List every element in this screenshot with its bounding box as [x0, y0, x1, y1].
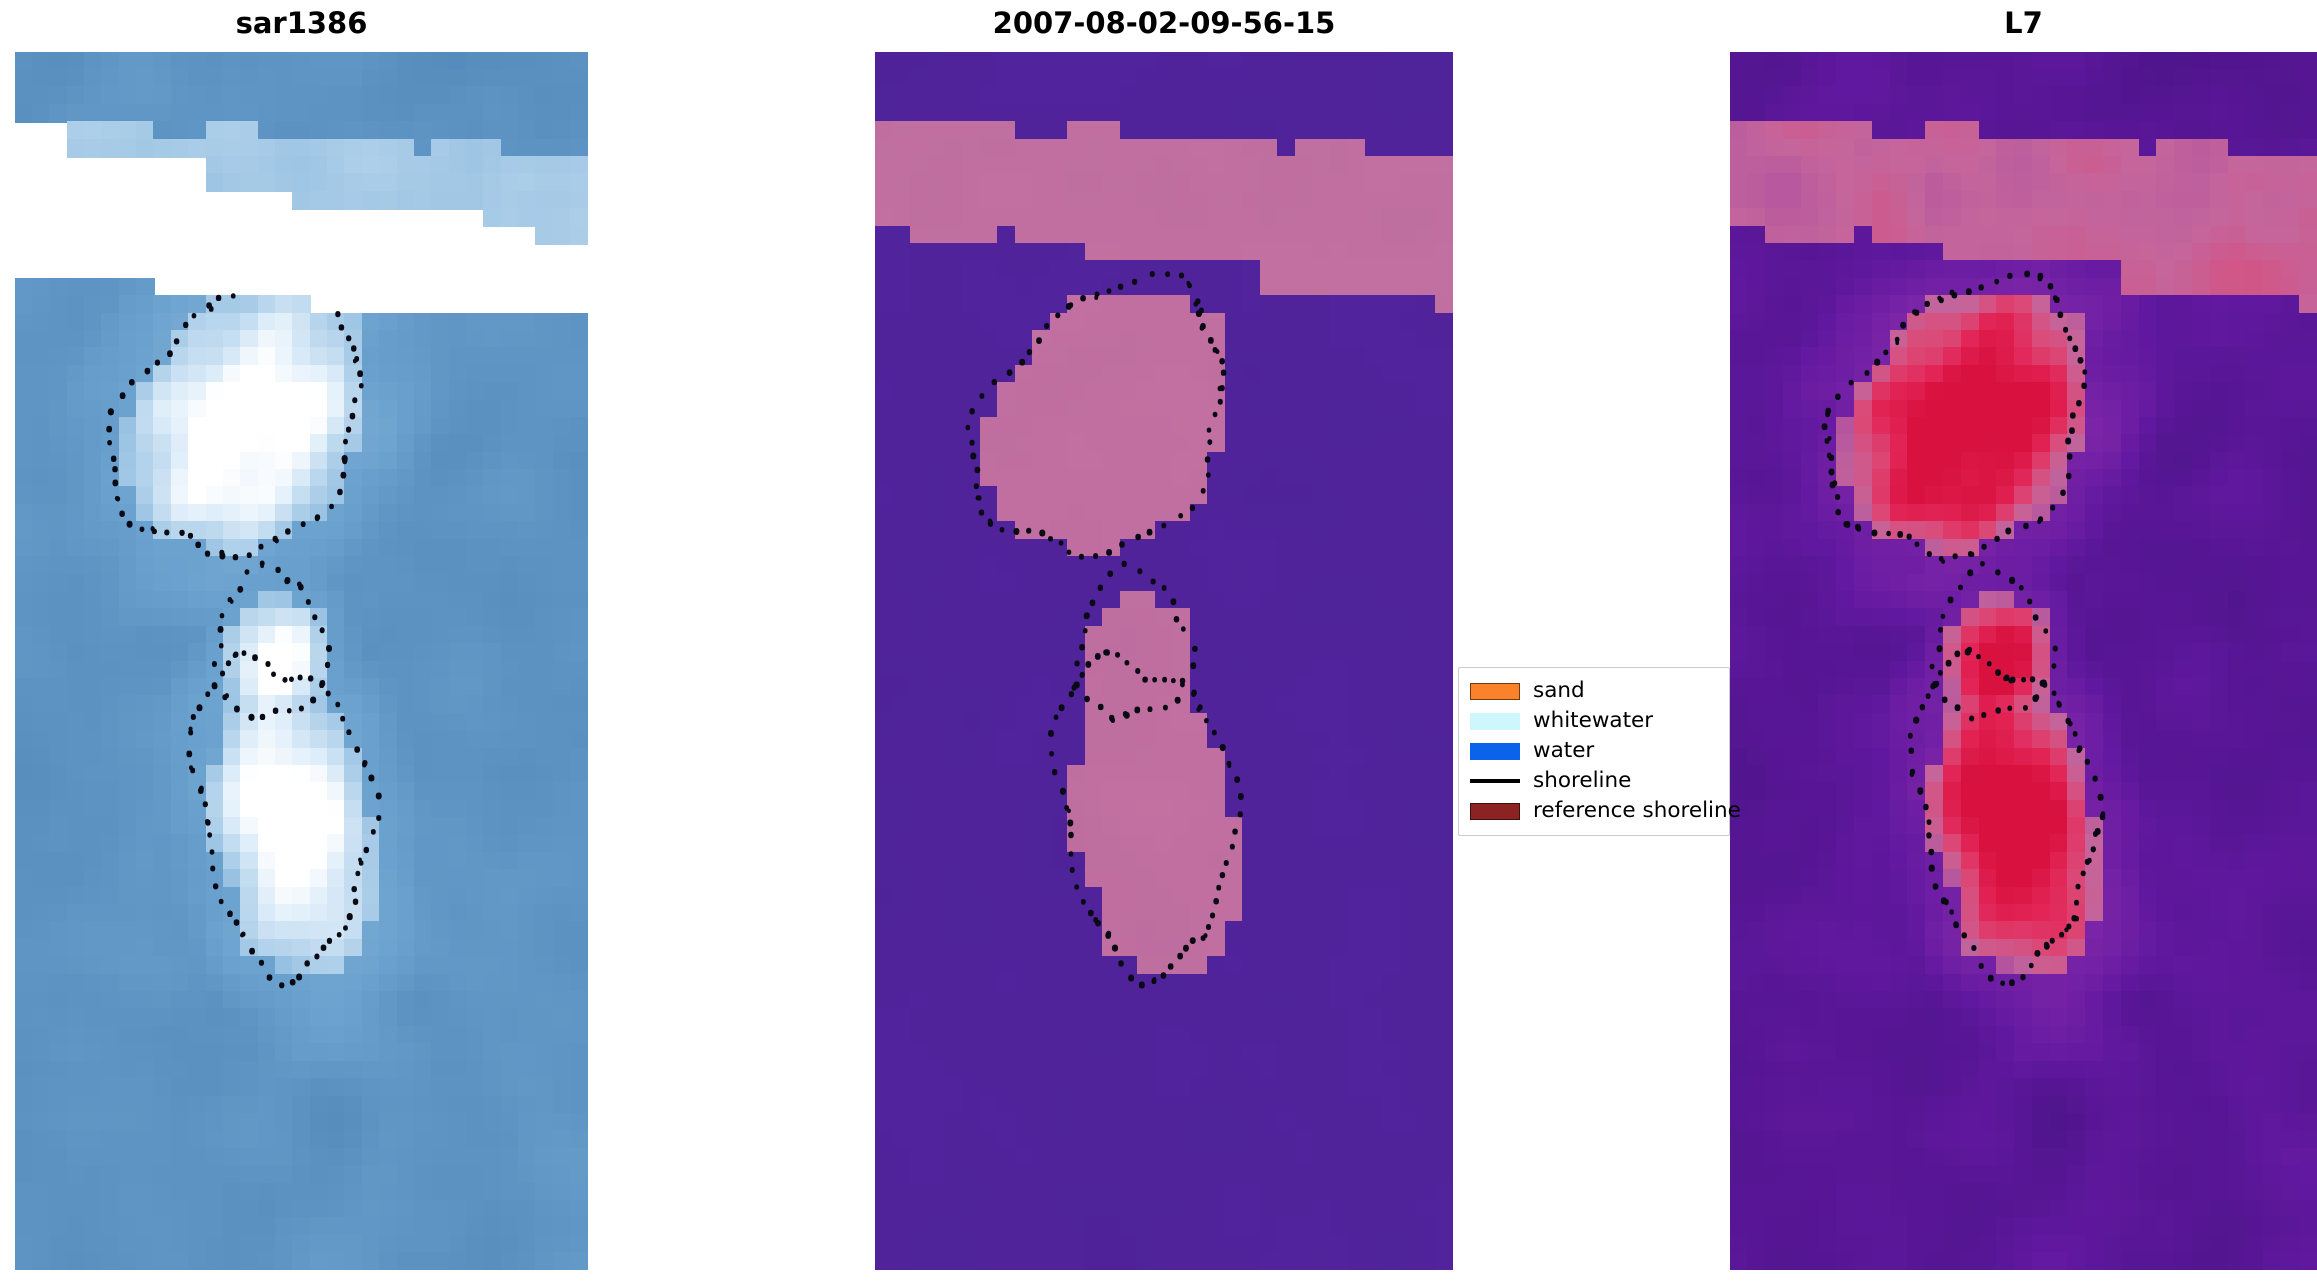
classification-pixel-canvas [875, 52, 1453, 1270]
shoreline-line-icon [1469, 766, 1521, 796]
l7-image-area [1730, 52, 2317, 1270]
legend-item-whitewater: whitewater [1469, 706, 1719, 736]
panel-title-l7: L7 [2004, 6, 2043, 40]
sand-swatch-icon [1469, 676, 1521, 706]
legend-label-shoreline: shoreline [1533, 768, 1632, 794]
panel-classification: 2007-08-02-09-56-15 [875, 0, 1453, 1270]
sar-pixel-canvas [15, 52, 588, 1270]
legend-label-reference-shoreline: reference shoreline [1533, 798, 1741, 824]
whitewater-swatch-icon [1469, 706, 1521, 736]
sar-image-area [15, 52, 588, 1270]
l7-pixel-canvas [1730, 52, 2317, 1270]
water-swatch-icon [1469, 736, 1521, 766]
reference-shoreline-swatch-icon [1469, 796, 1521, 826]
legend-item-reference-shoreline: reference shoreline [1469, 796, 1741, 826]
panel-title-date: 2007-08-02-09-56-15 [992, 6, 1336, 40]
legend-item-sand: sand [1469, 676, 1719, 706]
classification-image-area [875, 52, 1453, 1270]
panel-l7: L7 [1730, 0, 2317, 1270]
legend-label-water: water [1533, 738, 1595, 764]
legend-label-whitewater: whitewater [1533, 708, 1654, 734]
legend-item-shoreline: shoreline [1469, 766, 1719, 796]
panel-title-sar: sar1386 [235, 6, 368, 40]
map-legend: sand whitewater water shoreline referenc… [1458, 667, 1741, 836]
legend-item-water: water [1469, 736, 1719, 766]
legend-label-sand: sand [1533, 678, 1585, 704]
panel-sar1386: sar1386 [15, 0, 588, 1270]
